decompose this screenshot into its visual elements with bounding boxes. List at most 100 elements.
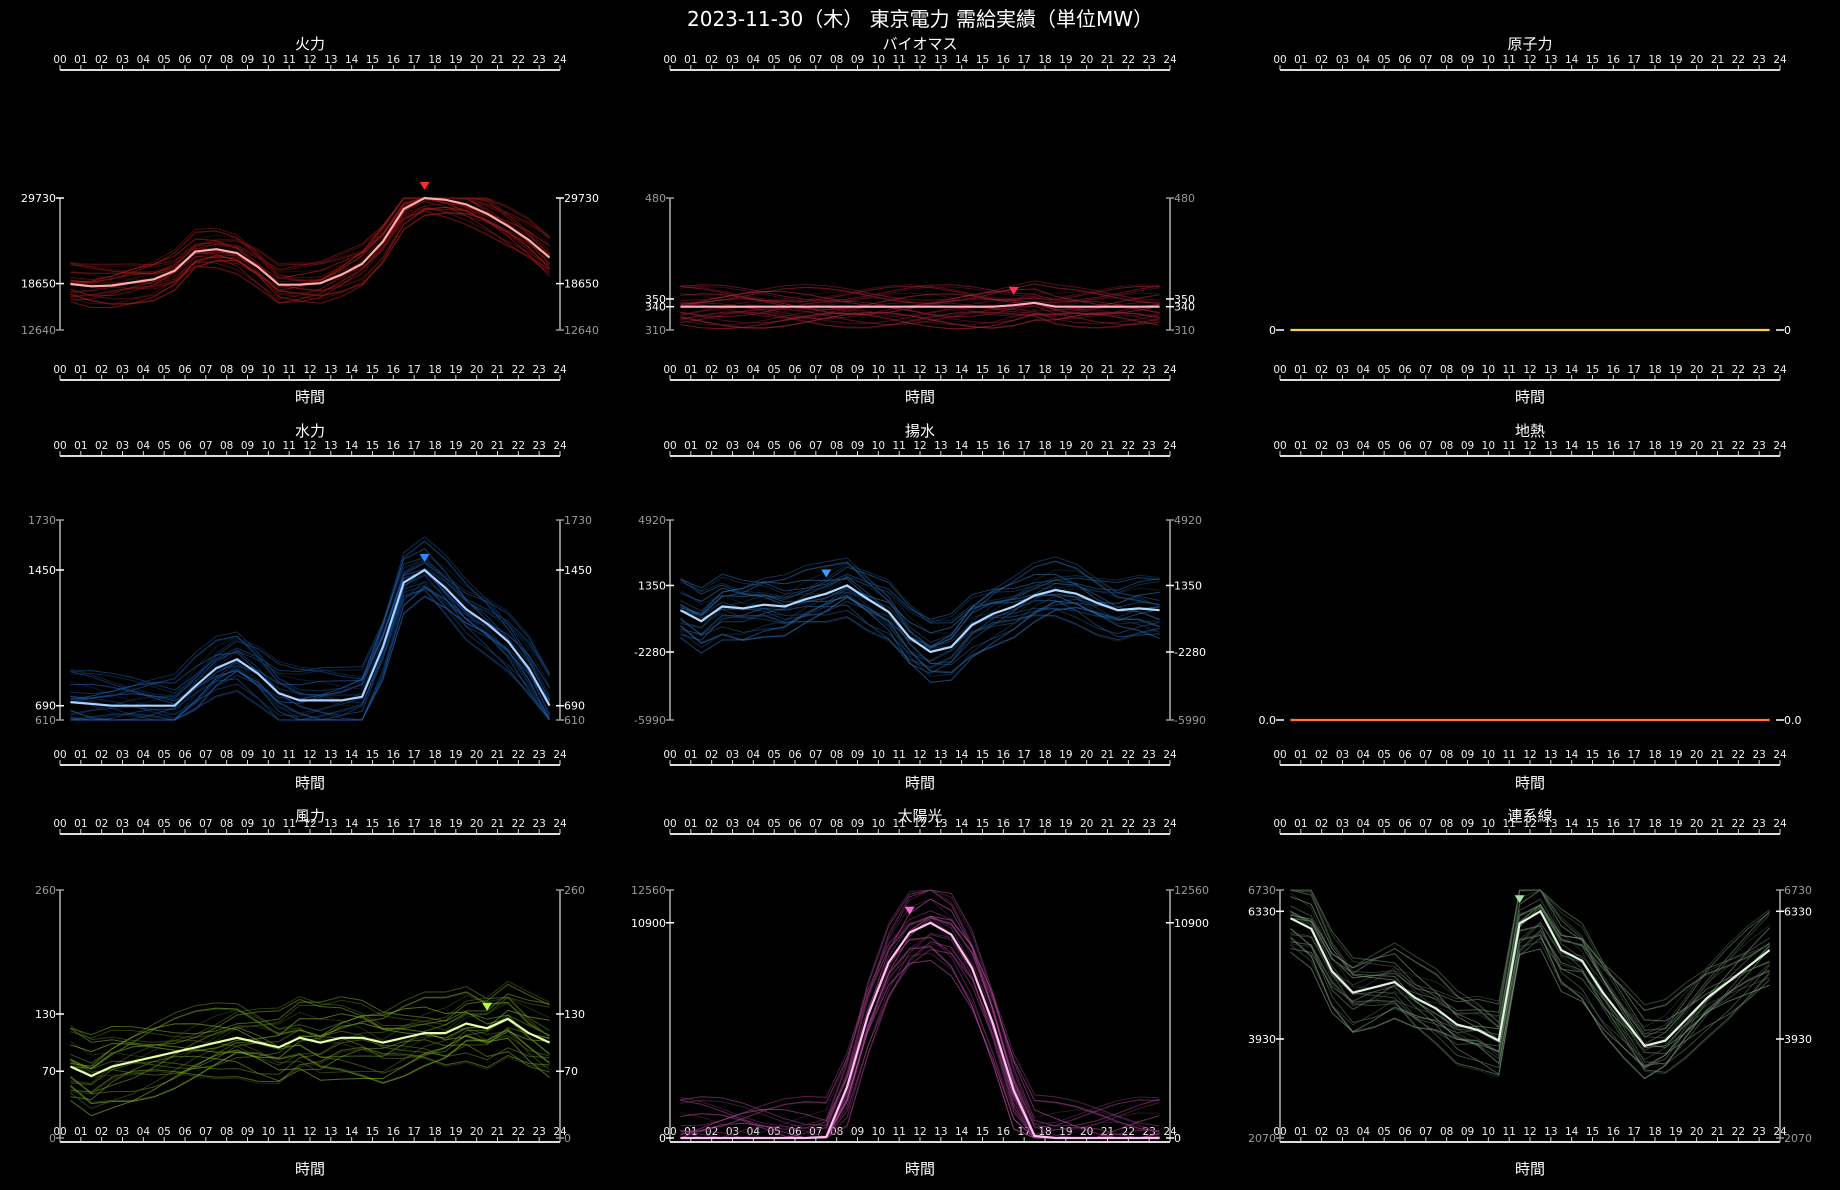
x-tick-label: 04 [1357, 54, 1371, 66]
series-line [70, 559, 551, 694]
x-tick-label: 06 [1398, 1126, 1412, 1138]
panel-title: バイオマス [882, 35, 957, 53]
x-tick-label: 16 [1607, 749, 1621, 761]
x-tick-label: 08 [1440, 364, 1453, 376]
series-line [680, 284, 1160, 302]
x-tick-label: 17 [1627, 54, 1640, 66]
x-tick-label: 20 [1690, 54, 1703, 66]
series-line [680, 312, 1160, 330]
x-tick-label: 10 [872, 440, 885, 452]
x-tick-label: 16 [387, 54, 401, 66]
x-tick-label: 14 [955, 440, 969, 452]
x-tick-label: 10 [262, 1126, 275, 1138]
y-tick-label: 690 [35, 700, 56, 713]
x-tick-label: 07 [1419, 364, 1432, 376]
x-tick-label: 14 [1565, 364, 1579, 376]
x-tick-label: 04 [1357, 1126, 1371, 1138]
series-line [1290, 889, 1770, 1049]
x-tick-label: 01 [684, 440, 697, 452]
x-tick-label: 21 [1101, 818, 1114, 830]
x-axis-title: 時間 [905, 388, 935, 406]
series-line [70, 559, 551, 697]
x-tick-label: 21 [491, 364, 504, 376]
x-tick-label: 23 [532, 364, 545, 376]
peak-marker [1514, 895, 1525, 904]
series-line [680, 311, 1160, 329]
x-tick-label: 05 [767, 54, 780, 66]
x-tick-label: 23 [532, 1126, 545, 1138]
series-line [70, 203, 550, 305]
x-tick-label: 22 [1122, 440, 1135, 452]
x-tick-label: 07 [199, 1126, 212, 1138]
x-axis-title: 時間 [1515, 388, 1545, 406]
x-tick-label: 13 [1544, 440, 1557, 452]
x-tick-label: 15 [366, 54, 379, 66]
x-tick-label: 15 [366, 364, 379, 376]
x-tick-label: 20 [1080, 54, 1093, 66]
x-tick-label: 19 [1669, 1126, 1682, 1138]
x-tick-label: 23 [1142, 54, 1155, 66]
x-tick-label: 00 [53, 440, 66, 452]
x-tick-label: 22 [512, 749, 525, 761]
x-tick-label: 01 [684, 364, 697, 376]
series-line [680, 588, 1160, 666]
x-tick-label: 19 [1669, 749, 1682, 761]
x-tick-label: 16 [387, 749, 401, 761]
x-tick-label: 03 [1336, 1126, 1349, 1138]
x-tick-label: 22 [1732, 364, 1745, 376]
x-tick-label: 20 [1690, 818, 1703, 830]
x-tick-label: 10 [262, 364, 275, 376]
x-tick-label: 09 [241, 440, 254, 452]
x-tick-label: 24 [1163, 749, 1177, 761]
highlight-series-line [70, 568, 551, 707]
x-tick-label: 07 [809, 749, 822, 761]
series-line [70, 197, 550, 291]
x-tick-label: 19 [1059, 440, 1072, 452]
x-tick-label: 09 [1461, 818, 1474, 830]
x-tick-label: 12 [303, 818, 316, 830]
x-tick-label: 14 [1565, 1126, 1579, 1138]
x-tick-label: 06 [1398, 818, 1412, 830]
y-tick-label: 3930 [1784, 1033, 1812, 1046]
x-tick-label: 10 [872, 364, 885, 376]
x-tick-label: 22 [512, 364, 525, 376]
x-tick-label: 04 [1357, 818, 1371, 830]
x-tick-label: 23 [532, 54, 545, 66]
y-tick-label: 12640 [564, 324, 599, 337]
x-tick-label: 21 [491, 818, 504, 830]
x-tick-label: 05 [157, 440, 170, 452]
x-axis-title: 時間 [295, 774, 325, 792]
x-tick-label: 00 [1273, 818, 1286, 830]
series-line [680, 307, 1160, 324]
x-tick-label: 17 [1627, 749, 1640, 761]
x-tick-label: 12 [913, 749, 926, 761]
x-tick-label: 12 [1523, 364, 1536, 376]
x-tick-label: 11 [892, 54, 905, 66]
x-tick-label: 21 [1711, 1126, 1724, 1138]
series-line [70, 1009, 550, 1053]
x-tick-label: 02 [705, 364, 718, 376]
x-tick-label: 15 [976, 749, 989, 761]
x-tick-label: 06 [1398, 364, 1412, 376]
series-line [680, 586, 1160, 634]
x-tick-label: 22 [1732, 440, 1745, 452]
x-tick-label: 22 [512, 1126, 525, 1138]
x-tick-label: 11 [1502, 440, 1515, 452]
series-line [680, 941, 1160, 1139]
series-line [70, 207, 550, 289]
x-tick-label: 00 [53, 749, 66, 761]
x-tick-label: 12 [1523, 54, 1536, 66]
x-tick-label: 21 [1101, 54, 1114, 66]
x-tick-label: 17 [1627, 364, 1640, 376]
y-tick-label: 18650 [21, 278, 56, 291]
x-tick-label: 01 [684, 54, 697, 66]
highlight-series-line [1289, 909, 1771, 1048]
peak-marker [419, 554, 430, 562]
x-tick-label: 03 [116, 54, 129, 66]
x-tick-label: 02 [95, 1126, 108, 1138]
x-tick-label: 14 [345, 54, 359, 66]
y-tick-label: 350 [1174, 293, 1195, 306]
y-tick-label: 6330 [1784, 905, 1812, 918]
series-line [1290, 908, 1770, 1053]
